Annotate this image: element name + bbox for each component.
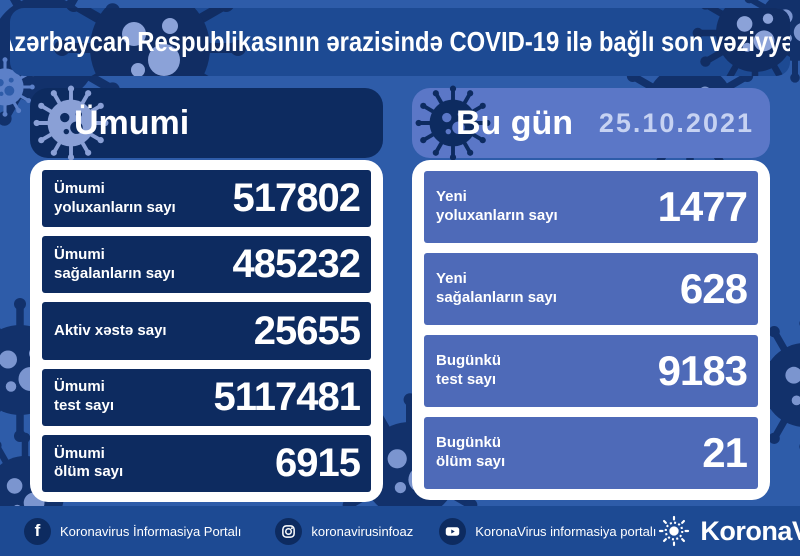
stat-value: 628 — [679, 265, 748, 312]
stat-value: 21 — [702, 429, 748, 476]
stat-row-total-tests: Ümumi test sayı 5117481 — [42, 368, 371, 426]
report-date: 25.10.2021 — [598, 107, 754, 138]
youtube-label: KoronaVirus informasiya portalı — [475, 523, 657, 539]
stat-label: Bugünkü test sayı — [436, 352, 501, 388]
stat-value: 6915 — [275, 440, 361, 485]
brand-name: KoronaVirus — [700, 516, 800, 546]
today-panel: Yeni yoluxanların sayı 1477 Yeni sağalan… — [412, 160, 770, 500]
instagram-icon — [275, 517, 303, 545]
today-title: Bu gün — [456, 103, 574, 142]
stat-label: Ümumi yoluxanların sayı — [54, 179, 176, 216]
stat-value: 9183 — [657, 347, 748, 394]
stat-label: Ümumi sağalanların sayı — [54, 246, 175, 282]
instagram-link[interactable]: koronavirusinfoaz — [275, 517, 414, 545]
stat-label: Yeni sağalanların sayı — [436, 270, 557, 306]
facebook-label: Koronavirus İnformasiya Portalı — [60, 523, 242, 539]
stat-value: 25655 — [253, 308, 361, 353]
stat-label: Yeni yoluxanların sayı — [436, 188, 558, 224]
stat-value: 1477 — [657, 183, 748, 230]
stat-label: Ümumi ölüm sayı — [54, 444, 124, 481]
youtube-link[interactable]: KoronaVirus informasiya portalı — [439, 517, 657, 545]
stat-row-today-deaths: Bugünkü ölüm sayı 21 — [424, 417, 758, 489]
facebook-link[interactable]: f Koronavirus İnformasiya Portalı — [24, 517, 242, 545]
instagram-label: koronavirusinfoaz — [311, 523, 414, 539]
stat-label: Aktiv xəstə sayı — [54, 321, 167, 339]
youtube-icon — [439, 517, 467, 545]
virus-icon — [659, 515, 690, 547]
stat-row-total-infected: Ümumi yoluxanların sayı 517802 — [42, 170, 371, 228]
stat-row-total-deaths: Ümumi ölüm sayı 6915 — [42, 434, 371, 493]
stat-value: 485232 — [232, 242, 361, 287]
stat-value: 517802 — [232, 176, 361, 221]
page-title: Azərbaycan Respublikasının ərazisində CO… — [10, 26, 790, 57]
koronavirus-logo: KoronaVirus info — [656, 513, 800, 549]
facebook-icon: f — [24, 517, 51, 545]
stat-row-new-infected: Yeni yoluxanların sayı 1477 — [424, 171, 758, 243]
footer-bar: f Koronavirus İnformasiya Portalı korona… — [0, 506, 800, 556]
totals-header: Ümumi — [30, 84, 383, 162]
today-header: Bu gün 25.10.2021 — [412, 84, 770, 162]
totals-title: Ümumi — [74, 103, 190, 142]
stat-label: Bugünkü ölüm sayı — [436, 434, 506, 470]
stat-row-active-cases: Aktiv xəstə sayı 25655 — [42, 302, 371, 360]
stat-row-total-recovered: Ümumi sağalanların sayı 485232 — [42, 236, 371, 294]
stat-label: Ümumi test sayı — [54, 378, 115, 415]
totals-panel: Ümumi yoluxanların sayı 517802 Ümumi sağ… — [30, 160, 383, 502]
stat-value: 5117481 — [213, 374, 361, 419]
stat-row-today-tests: Bugünkü test sayı 9183 — [424, 335, 758, 407]
stat-row-new-recovered: Yeni sağalanların sayı 628 — [424, 253, 758, 325]
title-banner: Azərbaycan Respublikasının ərazisində CO… — [10, 8, 790, 76]
